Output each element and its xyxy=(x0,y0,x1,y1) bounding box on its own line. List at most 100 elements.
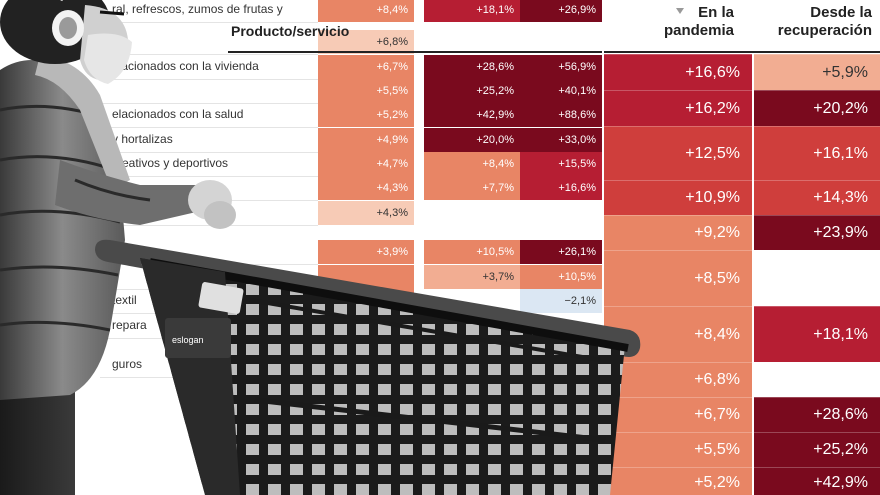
pandemic-value-cell: +10,9% xyxy=(604,180,752,215)
table-row: elacionados con la vivienda +6,7% +28,6% +5… xyxy=(0,55,602,79)
pandemic-value-cell: +6,7% xyxy=(604,397,752,432)
row-divider xyxy=(100,22,318,23)
value-cell: +25,2% xyxy=(424,79,520,103)
table-row: y hortalizas +4,9% +20,0% +33,0% xyxy=(0,128,602,152)
value-cell xyxy=(520,314,602,338)
value-cell: +7,7% xyxy=(424,176,520,200)
pandemic-value-cell: +8,4% xyxy=(604,306,752,362)
recovery-value-cell xyxy=(754,250,880,306)
value-cell: +10,5% xyxy=(424,240,520,264)
pandemic-value-cell: +8,5% xyxy=(604,250,752,306)
value-cell: +3,7% xyxy=(424,265,520,289)
header-divider xyxy=(228,51,602,53)
row-label: ral, refrescos, zumos de frutas y xyxy=(112,2,283,16)
value-cell: +6,7% xyxy=(318,55,414,79)
row-label: y hortalizas xyxy=(112,132,173,146)
value-cell xyxy=(318,289,414,313)
value-cell: +3,9% xyxy=(318,240,414,264)
row-divider xyxy=(100,79,318,80)
value-cell: +4,7% xyxy=(318,152,414,176)
table-row: repara xyxy=(0,314,602,338)
pandemic-header-line1: En la xyxy=(698,4,734,21)
table-row: textil −2,1% xyxy=(0,289,602,313)
table-row: +4,3% +7,7% +16,6% xyxy=(0,176,602,200)
value-cell: +26,9% xyxy=(520,0,602,22)
value-cell xyxy=(318,314,414,338)
value-cell xyxy=(318,265,414,289)
value-cell xyxy=(520,353,602,377)
row-label: guros xyxy=(112,357,143,371)
value-cell: +18,1% xyxy=(424,0,520,22)
recovery-value-cell: +25,2% xyxy=(754,432,880,467)
table-row: +3,7% +10,5% xyxy=(0,265,602,289)
value-cell: +4,9% xyxy=(318,128,414,152)
value-cell xyxy=(318,353,414,377)
row-divider xyxy=(100,152,318,153)
value-cell: −2,1% xyxy=(520,289,602,313)
row-divider xyxy=(100,225,318,226)
recovery-header-line2: recuperación xyxy=(777,22,872,39)
row-divider xyxy=(100,54,318,55)
recovery-column-header[interactable]: Desde la recuperación xyxy=(754,4,872,40)
value-cell: +8,4% xyxy=(318,0,414,22)
row-label: elacionados con la salud xyxy=(112,107,244,121)
value-cell xyxy=(424,201,520,225)
table-row: creativos y deportivos +4,7% +8,4% +15,5% xyxy=(0,152,602,176)
row-divider xyxy=(100,176,318,177)
value-cell xyxy=(520,201,602,225)
value-cell xyxy=(424,314,520,338)
recovery-value-cell: +20,2% xyxy=(754,90,880,126)
sort-arrow-icon[interactable] xyxy=(676,8,684,14)
value-cell: +20,0% xyxy=(424,128,520,152)
table-row: elacionados con la salud +5,2% +42,9% +88,6… xyxy=(0,103,602,127)
recovery-value-cell: +16,1% xyxy=(754,126,880,180)
value-cell xyxy=(424,289,520,313)
value-cell: +10,5% xyxy=(520,265,602,289)
pandemic-value-cell: +16,2% xyxy=(604,90,752,126)
recovery-value-cell xyxy=(754,362,880,397)
pandemic-value-cell: +16,6% xyxy=(604,54,752,90)
row-label: textil xyxy=(112,293,137,307)
pandemic-value-cell: +12,5% xyxy=(604,126,752,180)
pandemic-value-cell: +5,2% xyxy=(604,467,752,495)
table-row: os de +4,3% xyxy=(0,201,602,225)
row-label: repara xyxy=(112,318,147,332)
value-cell: +4,3% xyxy=(318,176,414,200)
recovery-value-cell: +14,3% xyxy=(754,180,880,215)
value-cell: +40,1% xyxy=(520,79,602,103)
value-cell xyxy=(424,353,520,377)
value-cell: +88,6% xyxy=(520,103,602,127)
value-cell: +8,4% xyxy=(424,152,520,176)
row-divider xyxy=(100,338,318,339)
recovery-value-cell: +18,1% xyxy=(754,306,880,362)
pandemic-value-cell: +5,5% xyxy=(604,432,752,467)
row-divider xyxy=(100,377,318,378)
value-cell: +4,3% xyxy=(318,201,414,225)
table-row: +6,8% xyxy=(0,30,602,54)
table-row: guros xyxy=(0,353,602,377)
row-label: os de xyxy=(112,205,142,219)
value-cell: +28,6% xyxy=(424,55,520,79)
value-cell: +16,6% xyxy=(520,176,602,200)
recovery-value-cell: +23,9% xyxy=(754,215,880,250)
product-column-header: Producto/servicio xyxy=(231,23,350,39)
row-label: elacionados con la vivienda xyxy=(112,59,259,73)
row-divider xyxy=(100,127,318,128)
value-cell: +5,2% xyxy=(318,103,414,127)
value-cell: +5,5% xyxy=(318,79,414,103)
row-divider xyxy=(100,103,318,104)
pandemic-header-line2: pandemia xyxy=(663,22,734,39)
value-cell: +6,8% xyxy=(318,30,414,54)
recovery-value-cell: +42,9% xyxy=(754,467,880,495)
table-row: ral, refrescos, zumos de frutas y +8,4% +1… xyxy=(0,0,602,22)
value-cell: +15,5% xyxy=(520,152,602,176)
table-row: +3,9% +10,5% +26,1% xyxy=(0,240,602,264)
pandemic-column-header[interactable]: En la pandemia xyxy=(604,4,734,40)
right-header-divider xyxy=(604,51,880,53)
recovery-value-cell: +5,9% xyxy=(754,54,880,90)
value-cell: +42,9% xyxy=(424,103,520,127)
pandemic-value-cell: +6,8% xyxy=(604,362,752,397)
table-row: +5,5% +25,2% +40,1% xyxy=(0,79,602,103)
value-cell: +56,9% xyxy=(520,55,602,79)
